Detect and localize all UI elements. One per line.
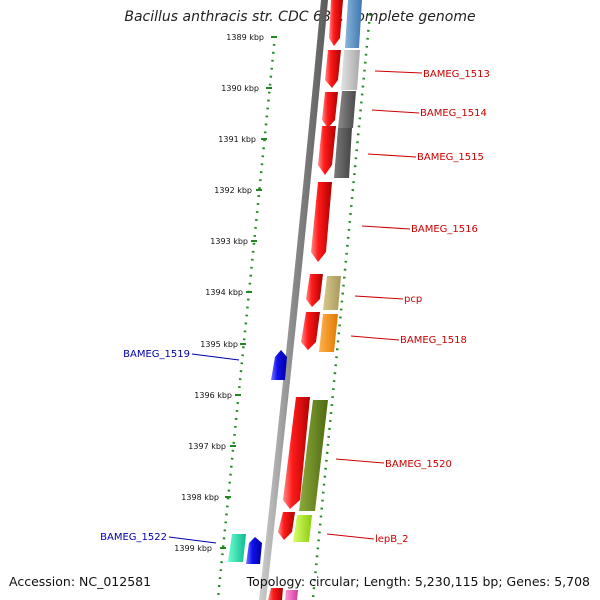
feature-block-dark-gray [334,128,352,178]
cds-feature [318,126,336,175]
tick-marks [220,36,277,549]
cds-feature [311,182,332,262]
gene-label: BAMEG_1513 [423,69,490,80]
gene-label: BAMEG_1516 [411,224,478,235]
feature-block-lime [293,515,312,542]
accession-text: Accession: NC_012581 [9,574,152,589]
tick-label: 1393 kbp [210,237,248,246]
feature-block-silver [341,50,360,90]
tick-label: 1399 kbp [174,544,212,553]
tick-label: 1398 kbp [181,493,219,502]
cds-feature [301,312,320,350]
cds-feature [325,50,341,88]
tick-label: 1396 kbp [194,391,232,400]
outer-dotted-guide [311,13,372,599]
tick-label: 1391 kbp [218,135,256,144]
forward-cds-track [268,0,343,600]
tick-label: 1397 kbp [188,442,226,451]
label-leader-lines [168,70,423,544]
feature-block-olive [299,400,328,511]
gene-label: BAMEG_1522 [100,532,167,543]
gene-label: BAMEG_1514 [420,108,487,119]
tick-label: 1395 kbp [200,340,238,349]
feature-blocks-track [285,0,362,600]
cds-feature [322,92,338,128]
genome-stats-text: Topology: circular; Length: 5,230,115 bp… [246,574,590,589]
gene-label: BAMEG_1519 [123,349,190,360]
reverse-cds-feature [246,537,262,564]
cds-feature [268,588,283,600]
gene-label: lepB_2 [375,534,409,545]
tick-label: 1389 kbp [226,33,264,42]
reverse-cds-track [228,350,287,564]
cds-feature [306,274,323,307]
gene-label: BAMEG_1515 [417,152,484,163]
reverse-feature-block-teal [228,534,246,562]
cds-feature [278,512,295,540]
tick-label: 1390 kbp [221,84,259,93]
feature-block-steel-blue [345,0,362,48]
reverse-cds-feature [271,350,287,380]
genome-backbone [259,0,328,600]
feature-block-khaki [323,276,341,310]
map-title: Bacillus anthracis str. CDC 684, complet… [124,9,476,25]
gene-label: BAMEG_1520 [385,459,452,470]
feature-block-pink [285,590,298,600]
gene-label: pcp [404,294,422,305]
tick-label: 1392 kbp [214,186,252,195]
feature-block-orange [319,314,338,352]
cds-feature [329,0,343,46]
tick-label: 1394 kbp [205,288,243,297]
feature-block-dark-gray [338,91,356,128]
cds-feature [283,397,310,509]
inner-dotted-guide [216,35,277,599]
gene-label: BAMEG_1518 [400,335,467,346]
